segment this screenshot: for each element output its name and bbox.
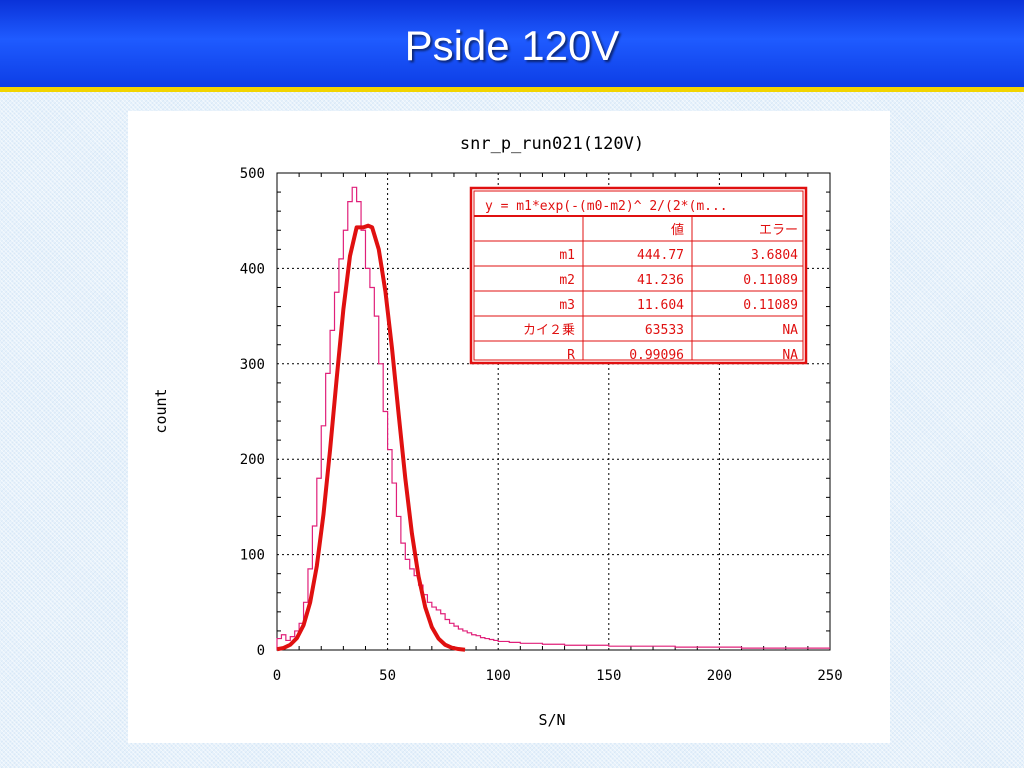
plot-frame	[276, 172, 831, 651]
slide-title: Pside 120V	[404, 22, 620, 69]
fit-table-cell: 41.236	[637, 273, 684, 288]
y-axis-label: count	[152, 388, 170, 433]
y-tick-labels: 0 100 200 300 400 500	[240, 166, 265, 659]
fit-formula: y = m1*exp(-(m0-m2)^ 2/(2*(m...	[485, 199, 728, 214]
x-axis-label: S/N	[538, 711, 565, 729]
title-bar: Pside 120V	[0, 0, 1024, 92]
y-tick-label: 200	[240, 452, 265, 468]
fit-table-cell: 0.11089	[743, 298, 798, 313]
gaussian-fit-series	[276, 223, 466, 652]
y-tick-label: 500	[240, 166, 265, 182]
x-tick-label: 100	[486, 668, 511, 684]
fit-table-frame	[469, 186, 808, 365]
x-tick-label: 50	[379, 668, 396, 684]
chart-figure: snr_p_run021(120V) 0 100 200 300 400 500 0 50 1…	[128, 111, 890, 743]
histogram-series	[276, 186, 830, 650]
fit-table-cell: 63533	[645, 323, 684, 338]
fit-table-cell: m3	[559, 298, 575, 313]
x-tick-label: 0	[273, 668, 281, 684]
fit-table-cell: 11.604	[637, 298, 684, 313]
y-tick-label: 400	[240, 261, 265, 277]
fit-table-cell: 0.11089	[743, 273, 798, 288]
fit-table-cell: R	[567, 348, 575, 363]
x-tick-label: 200	[707, 668, 732, 684]
fit-table-header: 値	[671, 222, 684, 238]
fit-table-cell: カイ２乗	[523, 323, 575, 338]
fit-table-cell: NA	[782, 348, 798, 363]
y-tick-label: 100	[240, 548, 265, 564]
fit-table-cell: m2	[559, 273, 575, 288]
fit-table-cell: 444.77	[637, 248, 684, 263]
x-tick-labels: 0 50 100 150 200 250	[273, 668, 843, 684]
fit-parameter-table: y = m1*exp(-(m0-m2)^ 2/(2*(m... 値 エラー m1 444…	[469, 186, 808, 365]
fit-table-cell: 0.99096	[629, 348, 684, 363]
y-tick-label: 0	[257, 643, 265, 659]
fit-table-cell: 3.6804	[751, 248, 798, 263]
fit-table-cell: m1	[559, 248, 575, 263]
fit-table-header: エラー	[759, 223, 798, 238]
fit-table-cell: NA	[782, 323, 798, 338]
x-tick-label: 150	[596, 668, 621, 684]
chart-svg: snr_p_run021(120V) 0 100 200 300 400 500 0 50 1…	[152, 134, 843, 729]
chart-title: snr_p_run021(120V)	[460, 134, 644, 154]
y-tick-label: 300	[240, 357, 265, 373]
fit-table-inner-frame	[473, 190, 804, 361]
x-tick-label: 250	[817, 668, 842, 684]
